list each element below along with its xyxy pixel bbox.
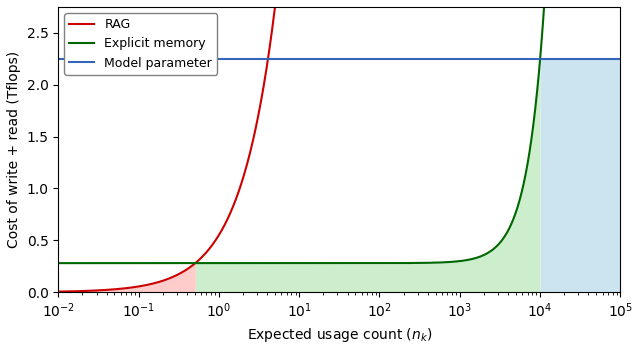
Explicit memory	[88, 261, 96, 265]
RAG	[77, 289, 85, 293]
Line: RAG: RAG	[58, 0, 620, 292]
RAG	[57, 290, 65, 294]
Explicit memory	[57, 261, 65, 265]
Legend: RAG, Explicit memory, Model parameter: RAG, Explicit memory, Model parameter	[65, 13, 217, 75]
RAG	[54, 290, 62, 294]
RAG	[164, 277, 172, 281]
Explicit memory	[329, 261, 337, 265]
Explicit memory	[164, 261, 172, 265]
Explicit memory	[77, 261, 85, 265]
Explicit memory	[54, 261, 62, 265]
Y-axis label: Cost of write + read (Tflops): Cost of write + read (Tflops)	[7, 51, 21, 248]
RAG	[88, 289, 96, 293]
X-axis label: Expected usage count ($n_k$): Expected usage count ($n_k$)	[246, 326, 432, 344]
Line: Explicit memory: Explicit memory	[58, 0, 620, 263]
Model parameter	[215, 57, 223, 61]
